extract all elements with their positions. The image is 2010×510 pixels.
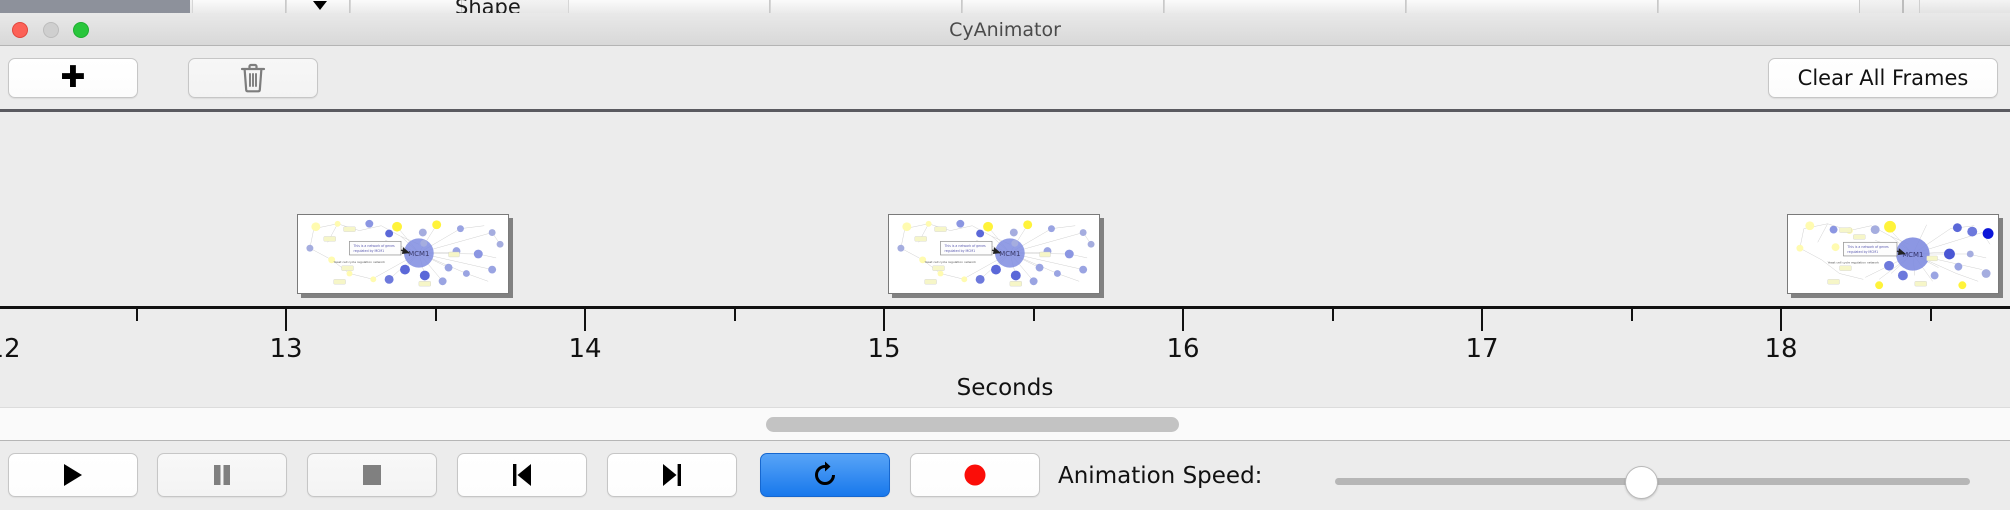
- plus-icon: ✚: [60, 60, 86, 95]
- background-window-word: Shape: [455, 0, 521, 14]
- axis-tick-major: [883, 309, 885, 331]
- minimize-button[interactable]: [43, 22, 59, 38]
- axis-tick-minor: [136, 309, 138, 321]
- clear-all-frames-label: Clear All Frames: [1797, 66, 1969, 90]
- sort-caret-icon: [313, 1, 327, 10]
- svg-text:MCM1: MCM1: [999, 250, 1020, 258]
- axis-title: Seconds: [956, 375, 1054, 401]
- pause-icon: [214, 465, 230, 485]
- timeline-scrollbar[interactable]: [0, 407, 2010, 441]
- background-window-cell: [1406, 0, 1658, 14]
- background-window-right-edge: [1919, 0, 2010, 14]
- svg-text:This is a network of genes: This is a network of genes: [1846, 245, 1889, 249]
- axis-tick-label: 18: [1764, 334, 1798, 364]
- scrollbar-thumb[interactable]: [766, 417, 1179, 432]
- axis-tick-label: 15: [867, 334, 901, 364]
- axis-tick-minor: [435, 309, 437, 321]
- axis-tick-minor: [734, 309, 736, 321]
- axis-tick-label: 17: [1465, 334, 1499, 364]
- record-button[interactable]: [910, 453, 1040, 497]
- toolbar-divider: [0, 109, 2010, 112]
- axis-tick-major: [1481, 309, 1483, 331]
- axis-tick-label: 12: [0, 334, 21, 364]
- background-window-cell: [770, 0, 962, 14]
- playback-control-bar: Animation Speed:: [0, 442, 2010, 510]
- network-graph-thumbnail: MCM1: [298, 215, 508, 293]
- axis-tick-minor: [1033, 309, 1035, 321]
- background-window-header: [0, 0, 190, 13]
- play-button[interactable]: [8, 453, 138, 497]
- close-button[interactable]: [12, 22, 28, 38]
- stop-button[interactable]: [307, 453, 437, 497]
- background-window-cell: [350, 0, 462, 14]
- animation-speed-label: Animation Speed:: [1058, 463, 1263, 489]
- axis-tick-minor: [1930, 309, 1932, 321]
- axis-tick-minor: [1631, 309, 1633, 321]
- timeline-frame-thumbnail[interactable]: MCM1: [297, 214, 509, 294]
- svg-text:Yeast cell cycle regulation ne: Yeast cell cycle regulation network: [925, 260, 977, 264]
- title-bar[interactable]: CyAnimator: [0, 13, 2010, 46]
- timeline-frame-thumbnail[interactable]: MCM1: [1787, 214, 1999, 294]
- svg-text:MCM1: MCM1: [408, 250, 429, 258]
- loop-icon: [815, 461, 835, 485]
- axis-tick-major: [1182, 309, 1184, 331]
- stop-icon: [363, 465, 381, 485]
- axis-tick-minor: [1332, 309, 1334, 321]
- axis-tick-label: 14: [568, 334, 602, 364]
- svg-text:This is a network of genes: This is a network of genes: [943, 244, 986, 248]
- svg-text:MCM1: MCM1: [1902, 251, 1923, 259]
- axis-tick-major: [285, 309, 287, 331]
- background-window-cell: [1164, 0, 1406, 14]
- timeline-axis: [0, 306, 2010, 309]
- axis-tick-major: [1780, 309, 1782, 331]
- animation-speed-slider-knob[interactable]: [1625, 466, 1658, 499]
- background-window-divider: [1902, 0, 1904, 14]
- svg-text:regulated by MCM1: regulated by MCM1: [944, 249, 975, 253]
- trash-icon: [240, 63, 266, 93]
- loop-button[interactable]: [760, 453, 890, 497]
- background-window-cell: [1658, 0, 1860, 14]
- pause-button[interactable]: [157, 453, 287, 497]
- background-window-strip: Shape: [0, 0, 2010, 14]
- axis-tick-label: 16: [1166, 334, 1200, 364]
- svg-text:This is a network of genes: This is a network of genes: [352, 244, 395, 248]
- background-window-cell: [962, 0, 1164, 14]
- background-window-cell: [568, 0, 770, 14]
- network-graph-thumbnail: MCM1: [1788, 215, 1998, 293]
- timeline-panel[interactable]: MCM1: [0, 112, 2010, 407]
- record-icon: [964, 464, 986, 486]
- skip-forward-button[interactable]: [607, 453, 737, 497]
- skip-back-button[interactable]: [457, 453, 587, 497]
- maximize-button[interactable]: [73, 22, 89, 38]
- delete-frame-button[interactable]: [188, 58, 318, 98]
- background-window-cell: [192, 0, 286, 14]
- play-icon: [64, 464, 82, 486]
- svg-text:Yeast cell cycle regulation ne: Yeast cell cycle regulation network: [334, 260, 386, 264]
- top-toolbar: ✚ Clear All Frames: [0, 46, 2010, 110]
- clear-all-frames-button[interactable]: Clear All Frames: [1768, 58, 1998, 98]
- skip-back-icon: [513, 464, 531, 486]
- svg-text:Yeast cell cycle regulation ne: Yeast cell cycle regulation network: [1828, 261, 1880, 265]
- add-frame-button[interactable]: ✚: [8, 58, 138, 98]
- svg-text:regulated by MCM1: regulated by MCM1: [353, 249, 384, 253]
- svg-text:regulated by MCM1: regulated by MCM1: [1847, 250, 1878, 254]
- axis-tick-major: [584, 309, 586, 331]
- skip-forward-icon: [663, 464, 681, 486]
- timeline-frame-thumbnail[interactable]: MCM1: [888, 214, 1100, 294]
- network-graph-thumbnail: MCM1: [889, 215, 1099, 293]
- window-title: CyAnimator: [949, 19, 1061, 41]
- axis-tick-label: 13: [269, 334, 303, 364]
